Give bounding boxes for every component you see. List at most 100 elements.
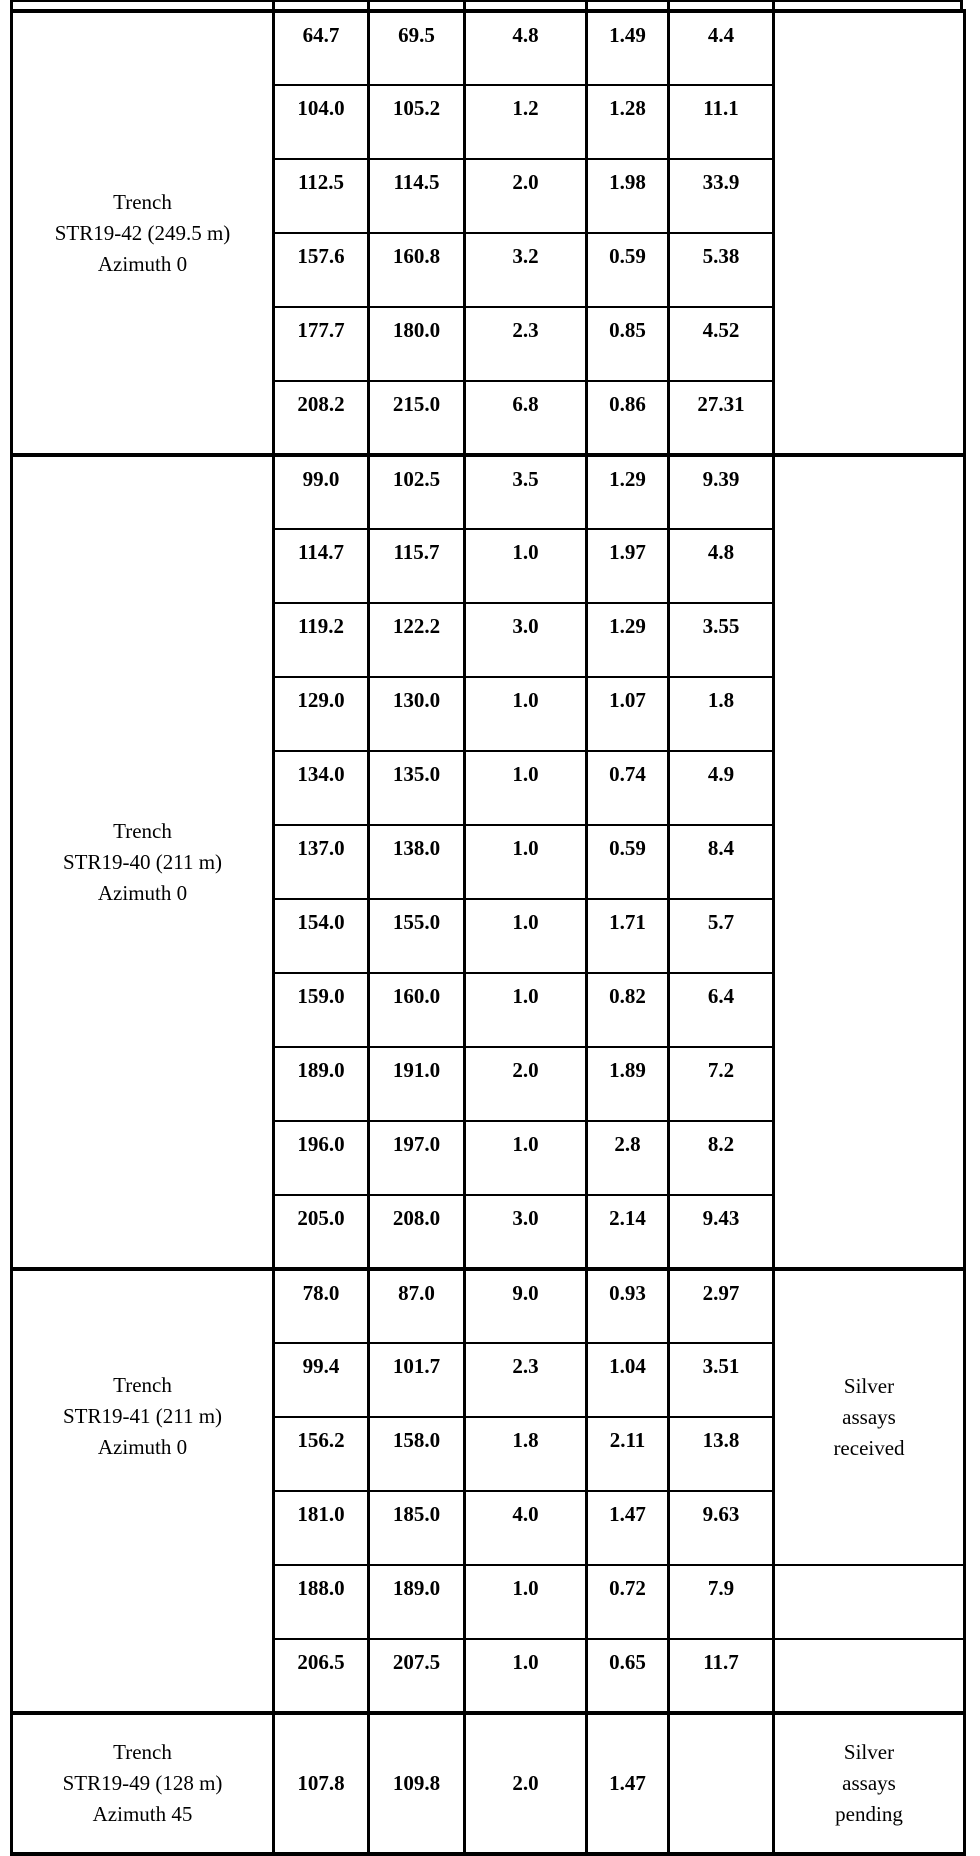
table-row: 114.7 115.7 1.0 1.97 4.8 xyxy=(12,528,965,604)
cell-interval_m: 1.0 xyxy=(463,1120,588,1196)
cell-from_m: 156.2 xyxy=(272,1416,370,1492)
cell-to_m: 101.7 xyxy=(367,1342,466,1418)
cell-grade_b: 7.2 xyxy=(667,1046,775,1122)
table-row: 189.0 191.0 2.0 1.89 7.2 xyxy=(12,1046,965,1122)
cell-grade_a: 0.93 xyxy=(585,1267,670,1344)
cell-to_m: 160.0 xyxy=(367,972,466,1048)
cell-grade_a: 0.72 xyxy=(585,1564,670,1640)
cell-to_m: 105.2 xyxy=(367,84,466,160)
cell-to_m: 189.0 xyxy=(367,1564,466,1640)
cell-grade_a: 0.74 xyxy=(585,750,670,826)
cell-to_m: 185.0 xyxy=(367,1490,466,1566)
table-row: 159.0 160.0 1.0 0.82 6.4 xyxy=(12,972,965,1048)
cell-grade_a: 0.86 xyxy=(585,380,670,456)
table-row: 208.2 215.0 6.8 0.86 27.31 xyxy=(12,380,965,456)
cell-grade_b: 11.1 xyxy=(667,84,775,160)
table-row: 196.0 197.0 1.0 2.8 8.2 xyxy=(12,1120,965,1196)
column-border-stub xyxy=(463,2,466,9)
cell-to_m: 191.0 xyxy=(367,1046,466,1122)
cell-to_m: 135.0 xyxy=(367,750,466,826)
cell-interval_m: 3.2 xyxy=(463,232,588,308)
cell-grade_a: 1.29 xyxy=(585,453,670,530)
cell-to_m: 102.5 xyxy=(367,453,466,530)
cell-grade_b: 8.4 xyxy=(667,824,775,900)
cell-grade_b: 13.8 xyxy=(667,1416,775,1492)
cell-grade_b: 9.43 xyxy=(667,1194,775,1270)
trench-section: Trench STR19-42 (249.5 m) Azimuth 0 64.7 69.… xyxy=(10,9,966,456)
cell-interval_m: 1.0 xyxy=(463,676,588,752)
table-row: 137.0 138.0 1.0 0.59 8.4 xyxy=(12,824,965,900)
cell-interval_m: 4.0 xyxy=(463,1490,588,1566)
trench-section: Trench STR19-40 (211 m) Azimuth 0 99.0 102.5… xyxy=(10,453,966,1270)
cell-from_m: 129.0 xyxy=(272,676,370,752)
trench-label-line: Azimuth 0 xyxy=(97,251,188,276)
trench-label-cell: Trench STR19-42 (249.5 m) Azimuth 0 xyxy=(10,9,275,456)
cell-interval_m: 2.0 xyxy=(463,158,588,234)
trench-label-line: STR19-49 (128 m) xyxy=(62,1771,223,1795)
cell-from_m: 177.7 xyxy=(272,306,370,382)
notes-line: assays xyxy=(842,1405,896,1429)
column-border-stub xyxy=(667,2,670,9)
cell-to_m: 130.0 xyxy=(367,676,466,752)
cell-interval_m: 2.0 xyxy=(463,1046,588,1122)
cell-from_m: 112.5 xyxy=(272,158,370,234)
trench-section: Trench STR19-49 (128 m) Azimuth 45 107.8 109… xyxy=(10,1711,966,1855)
table-row: 177.7 180.0 2.3 0.85 4.52 xyxy=(12,306,965,382)
cell-to_m: 87.0 xyxy=(367,1267,466,1344)
cell-from_m: 119.2 xyxy=(272,602,370,678)
table-row: 112.5 114.5 2.0 1.98 33.9 xyxy=(12,158,965,234)
cell-from_m: 134.0 xyxy=(272,750,370,826)
cell-grade_a: 1.04 xyxy=(585,1342,670,1418)
cell-grade_a: 1.98 xyxy=(585,158,670,234)
cell-from_m: 154.0 xyxy=(272,898,370,974)
table-row: 104.0 105.2 1.2 1.28 11.1 xyxy=(12,84,965,160)
cell-interval_m: 1.0 xyxy=(463,1638,588,1714)
cell-from_m: 205.0 xyxy=(272,1194,370,1270)
notes-line: assays xyxy=(842,1771,896,1795)
cell-grade_a: 1.71 xyxy=(585,898,670,974)
trench-label-line: Azimuth 45 xyxy=(92,1802,193,1826)
cell-interval_m: 3.0 xyxy=(463,1194,588,1270)
table-row: 134.0 135.0 1.0 0.74 4.9 xyxy=(12,750,965,826)
cell-grade_b: 7.9 xyxy=(667,1564,775,1640)
cell-grade_a: 1.89 xyxy=(585,1046,670,1122)
cell-grade_a: 1.47 xyxy=(585,1711,670,1855)
cell-from_m: 189.0 xyxy=(272,1046,370,1122)
column-border-stub xyxy=(960,2,963,9)
cell-grade_b: 8.2 xyxy=(667,1120,775,1196)
cell-grade_a: 1.28 xyxy=(585,84,670,160)
cell-grade_b: 4.4 xyxy=(667,9,775,86)
table-row: Trench STR19-49 (128 m) Azimuth 45 107.8 109… xyxy=(10,1711,966,1855)
trench-label-line: Trench xyxy=(113,189,172,214)
cell-grade_b: 5.7 xyxy=(667,898,775,974)
cell-grade_b: 27.31 xyxy=(667,380,775,456)
cell-from_m: 99.0 xyxy=(272,453,370,530)
table-row: 119.2 122.2 3.0 1.29 3.55 xyxy=(12,602,965,678)
column-border-stub xyxy=(585,2,588,9)
cell-to_m: 160.8 xyxy=(367,232,466,308)
cell-to_m: 69.5 xyxy=(367,9,466,86)
cell-from_m: 181.0 xyxy=(272,1490,370,1566)
trench-assay-table: Trench STR19-42 (249.5 m) Azimuth 0 64.7 69.… xyxy=(10,9,966,1856)
trench-label-line: Trench xyxy=(113,1740,172,1764)
cell-interval_m: 1.0 xyxy=(463,824,588,900)
trench-label-cell: Trench STR19-41 (211 m) Azimuth 0 xyxy=(10,1267,275,1714)
cell-to_m: 158.0 xyxy=(367,1416,466,1492)
cell-from_m: 137.0 xyxy=(272,824,370,900)
cell-interval_m: 1.2 xyxy=(463,84,588,160)
table-row: 99.4 101.7 2.3 1.04 3.51 xyxy=(12,1342,965,1418)
cell-grade_b: 4.9 xyxy=(667,750,775,826)
notes-cell: Silver assays received xyxy=(772,1267,966,1566)
table-top-crop xyxy=(10,0,963,9)
cell-grade_a: 0.65 xyxy=(585,1638,670,1714)
cell-grade_a: 0.82 xyxy=(585,972,670,1048)
table-row: 156.2 158.0 1.8 2.11 13.8 xyxy=(12,1416,965,1492)
cell-interval_m: 1.0 xyxy=(463,1564,588,1640)
cell-from_m: 206.5 xyxy=(272,1638,370,1714)
cell-interval_m: 2.3 xyxy=(463,306,588,382)
cell-from_m: 157.6 xyxy=(272,232,370,308)
notes-cell xyxy=(772,453,966,1270)
notes-cell: Silver assays pending xyxy=(772,1711,966,1855)
notes-line: pending xyxy=(835,1802,903,1826)
